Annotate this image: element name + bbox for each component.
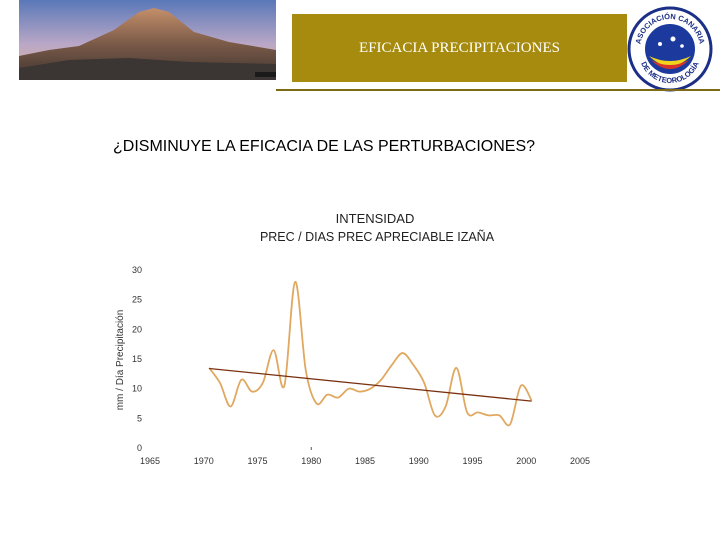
y-tick-label: 20	[132, 324, 142, 334]
x-tick-label: 1980	[301, 456, 321, 466]
header-mountain-photo	[19, 0, 276, 80]
y-tick-label: 15	[132, 354, 142, 364]
x-tick-label: 1990	[409, 456, 429, 466]
y-tick-label: 10	[132, 384, 142, 394]
page-title: EFICACIA PRECIPITACIONES	[359, 40, 560, 56]
intensity-chart: INTENSIDAD PREC / DIAS PREC APRECIABLE I…	[115, 211, 590, 466]
y-axis-label: mm / Día Precipitación	[115, 310, 126, 411]
x-tick-label: 1965	[140, 456, 160, 466]
title-banner: EFICACIA PRECIPITACIONES	[292, 14, 627, 82]
y-tick-label: 0	[137, 443, 142, 453]
header-divider	[276, 89, 720, 91]
x-tick-label: 1985	[355, 456, 375, 466]
x-tick-label: 1970	[194, 456, 214, 466]
y-tick-label: 25	[132, 295, 142, 305]
trend-line	[209, 367, 532, 402]
x-tick-label: 1995	[462, 456, 482, 466]
y-tick-label: 30	[132, 265, 142, 275]
x-tick-label: 2005	[570, 456, 590, 466]
slide-question: ¿DISMINUYE LA EFICACIA DE LAS PERTURBACI…	[113, 138, 536, 155]
y-tick-label: 5	[137, 413, 142, 423]
chart-title: INTENSIDAD	[336, 211, 415, 226]
x-tick-label: 2000	[516, 456, 536, 466]
intensity-line	[208, 280, 533, 427]
x-tick-label: 1975	[247, 456, 267, 466]
association-logo: ASOCIACIÓN CANARIA DE METEOROLOGÍA	[627, 6, 713, 92]
chart-subtitle: PREC / DIAS PREC APRECIABLE IZAÑA	[260, 230, 495, 244]
